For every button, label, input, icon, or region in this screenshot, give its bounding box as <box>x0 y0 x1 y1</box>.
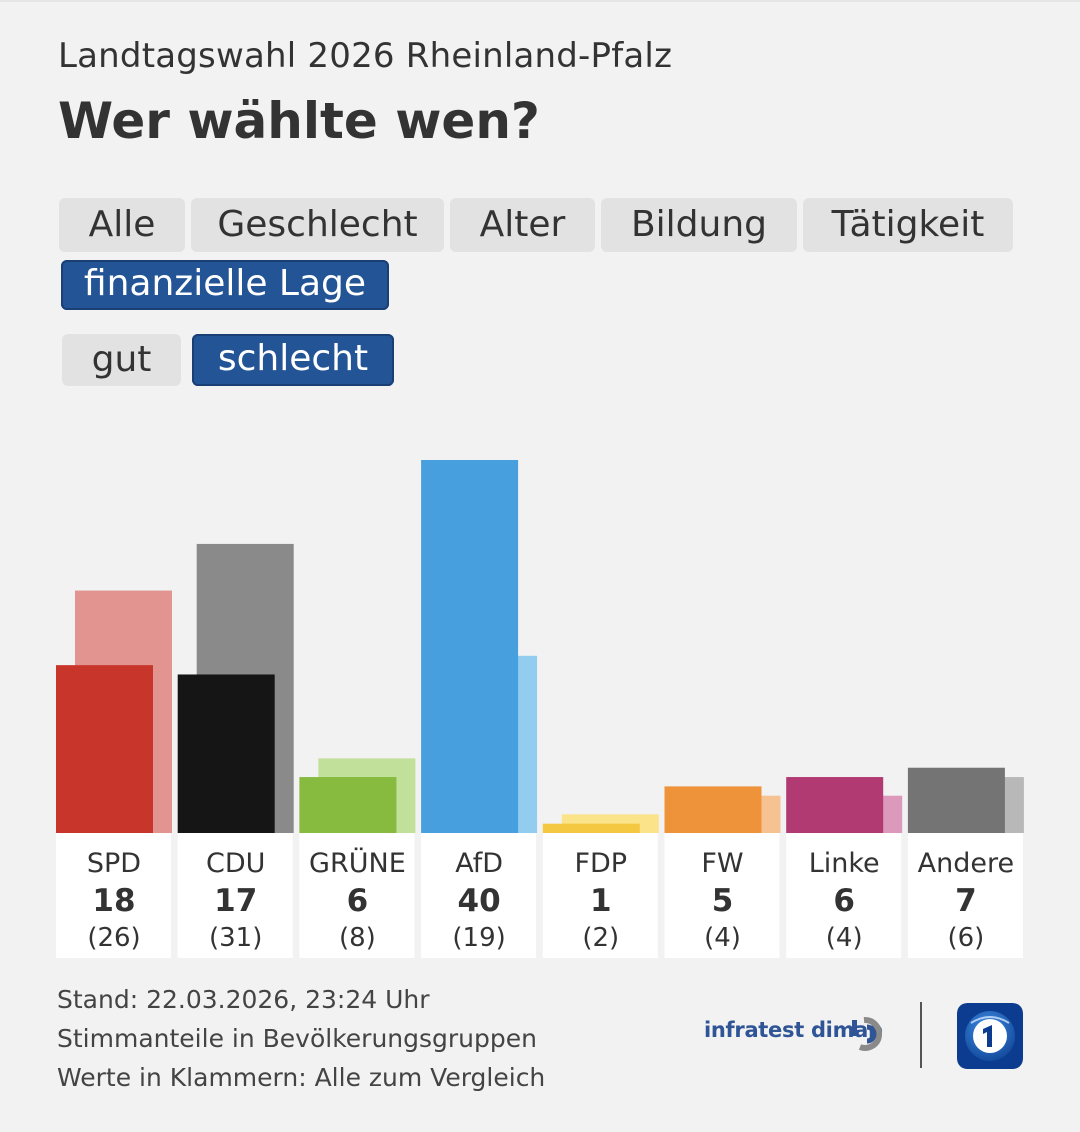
value-schlecht-gruene: 6 <box>347 883 369 919</box>
value-schlecht-linke: 6 <box>833 883 855 919</box>
party-label-fdp: FDP <box>574 848 627 879</box>
subtab-gut[interactable]: gut <box>62 334 181 386</box>
value-alle-fw: (4) <box>704 923 741 953</box>
value-schlecht-cdu: 17 <box>214 883 257 919</box>
footer-stand: Stand: 22.03.2026, 23:24 Uhr <box>57 985 430 1014</box>
bar-schlecht-spd <box>56 665 153 833</box>
tab-alter[interactable]: Alter <box>450 198 595 252</box>
footer-description: Stimmanteile in Bevölkerungsgruppen <box>57 1024 537 1053</box>
top-divider <box>0 0 1080 2</box>
chart-footer: Stand: 22.03.2026, 23:24 Uhr Stimmanteil… <box>57 980 545 1097</box>
value-schlecht-afd: 40 <box>458 883 501 919</box>
logo-divider <box>920 1002 922 1068</box>
party-label-gruene: GRÜNE <box>309 847 406 879</box>
bar-schlecht-cdu <box>177 674 275 833</box>
party-label-linke: Linke <box>809 848 880 879</box>
label-panel-fw <box>664 833 780 958</box>
label-panel-fdp <box>542 833 658 958</box>
ard-das-erste-logo-icon <box>957 1003 1023 1069</box>
value-schlecht-andere: 7 <box>955 883 977 919</box>
footer-comparison-note: Werte in Klammern: Alle zum Vergleich <box>57 1063 546 1092</box>
tab-taetigkeit[interactable]: Tätigkeit <box>803 198 1013 252</box>
tab-finanzielle-lage[interactable]: finanzielle Lage <box>61 260 389 310</box>
value-alle-gruene: (8) <box>339 923 376 953</box>
party-label-andere: Andere <box>918 848 1014 879</box>
value-alle-afd: (19) <box>452 923 505 953</box>
party-label-fw: FW <box>701 848 743 879</box>
label-panel-cdu <box>177 833 293 958</box>
bar-schlecht-linke <box>786 777 884 833</box>
label-panel-linke <box>786 833 902 958</box>
value-alle-fdp: (2) <box>582 923 619 953</box>
bar-schlecht-afd <box>421 460 519 833</box>
party-label-spd: SPD <box>87 848 141 879</box>
bar-schlecht-gruene <box>299 777 397 833</box>
label-panel-gruene <box>299 833 415 958</box>
label-panel-andere <box>907 833 1023 958</box>
bar-chart: SPD18(26)CDU17(31)GRÜNE6(8)AfD40(19)FDP1… <box>56 460 1024 958</box>
value-alle-spd: (26) <box>87 923 140 953</box>
tab-bildung[interactable]: Bildung <box>601 198 797 252</box>
tab-alle[interactable]: Alle <box>59 198 185 252</box>
label-panel-afd <box>421 833 537 958</box>
party-label-cdu: CDU <box>206 848 265 879</box>
chart-title: Wer wählte wen? <box>58 92 540 150</box>
tab-geschlecht[interactable]: Geschlecht <box>191 198 444 252</box>
bar-schlecht-andere <box>907 767 1005 833</box>
value-schlecht-fdp: 1 <box>590 883 612 919</box>
infratest-dimap-logo-icon <box>852 1016 883 1051</box>
party-label-afd: AfD <box>455 848 503 879</box>
chart-subtitle: Landtagswahl 2026 Rheinland-Pfalz <box>58 36 673 76</box>
value-alle-linke: (4) <box>826 923 863 953</box>
bar-schlecht-fdp <box>542 823 640 833</box>
bar-schlecht-fw <box>664 786 762 833</box>
value-schlecht-fw: 5 <box>712 883 734 919</box>
value-schlecht-spd: 18 <box>92 883 135 919</box>
subtab-schlecht[interactable]: schlecht <box>192 334 394 386</box>
label-panel-spd <box>56 833 171 958</box>
value-alle-cdu: (31) <box>209 923 262 953</box>
value-alle-andere: (6) <box>947 923 984 953</box>
